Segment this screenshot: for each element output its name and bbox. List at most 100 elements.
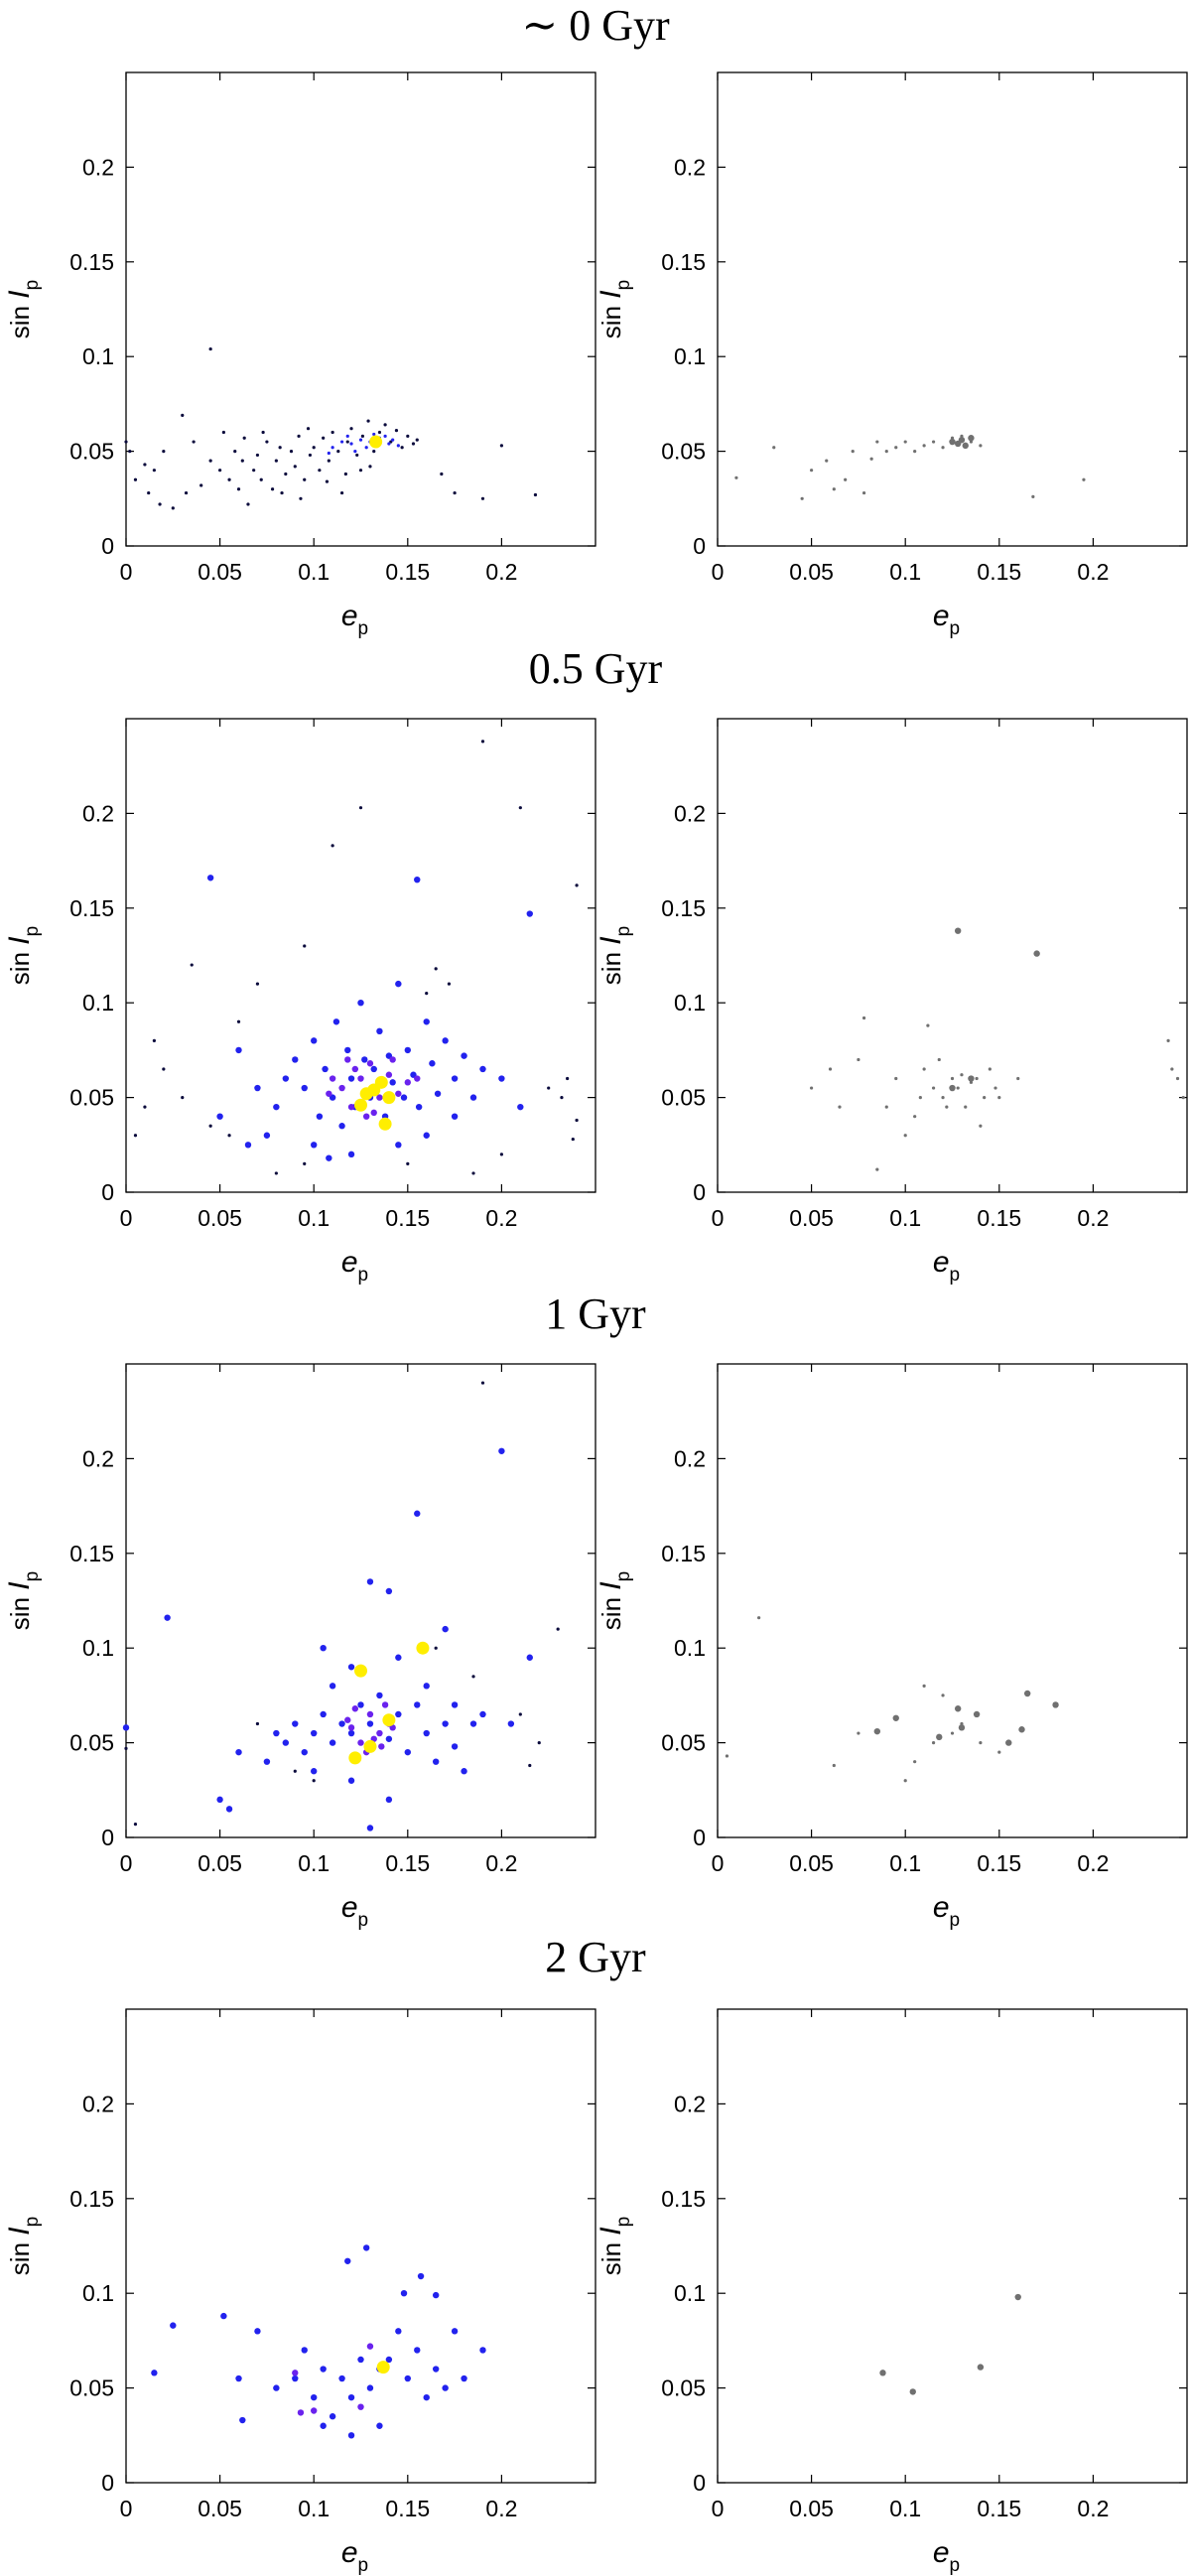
data-point [355,453,359,458]
data-point [345,434,349,438]
data-point [400,446,404,450]
data-point [533,492,538,497]
y-axis-label: sin Ip [3,2217,43,2275]
data-point [451,1701,459,1708]
data-point [913,450,917,454]
data-point [394,429,399,433]
data-point [326,1090,332,1097]
y-tick-label: 0.2 [674,154,706,180]
data-point [192,440,196,444]
x-tick-label: 0 [712,559,725,585]
data-point [152,1038,156,1042]
data-point [358,438,363,442]
y-tick-label: 0.2 [82,800,114,826]
data-point [414,876,421,883]
data-point [383,423,387,427]
data-point [977,2364,985,2371]
data-point [423,1132,430,1139]
data-point [575,883,579,887]
data-point [498,1447,505,1454]
data-point [320,1710,327,1718]
data-point [442,1720,449,1727]
data-point [347,1664,355,1671]
data-point [311,2407,318,2414]
data-point [301,1748,308,1756]
data-point [396,444,400,448]
x-tick-label: 0.1 [298,2496,330,2521]
data-point [861,490,866,495]
data-point [442,1037,449,1044]
x-axis-label: ep [341,1891,368,1931]
data-point [406,434,410,438]
data-point [931,1741,936,1745]
data-point [945,1105,949,1109]
data-point [170,2322,177,2329]
data-point [320,2422,327,2429]
data-point [560,1096,564,1100]
data-point [254,2328,261,2335]
x-tick-label: 0.05 [198,2496,242,2521]
data-point [329,2413,336,2420]
y-tick-label: 0.15 [661,1541,706,1566]
data-point [143,463,147,467]
data-point [124,440,128,444]
x-tick-label: 0.05 [198,559,242,585]
data-point [571,1137,575,1142]
data-point [368,465,372,469]
data-point [239,2416,246,2424]
data-point [471,1675,475,1679]
data-point [499,444,503,448]
scatter-panel-row4-right: 0 0.05 0.1 0.15 0.2 0 0.05 0.1 0.15 0.2 ep sin Ip [595,2008,1188,2576]
plot-frame [717,718,1188,1193]
x-tick-label: 0.15 [977,1850,1021,1876]
data-point [962,442,969,450]
data-point [236,1019,241,1023]
data-point [950,1076,955,1081]
data-point [338,1720,345,1727]
data-point [274,1171,278,1175]
data-point [331,844,334,848]
data-point [391,438,395,442]
x-tick-label: 0.1 [889,559,921,585]
data-point [220,2312,227,2320]
data-point [348,1751,362,1765]
data-point [343,472,347,476]
data-point [937,1057,941,1062]
data-point [385,1796,393,1804]
y-tick-label: 0.05 [69,2375,114,2401]
y-axis-label: sin Ip [3,280,43,339]
data-point [1018,1726,1025,1733]
data-point [312,446,316,450]
data-point [311,2393,318,2401]
data-point [376,2422,383,2429]
data-point [354,1664,367,1678]
data-point [894,446,898,450]
data-point [432,2291,440,2299]
data-point [347,1729,355,1737]
data-point [347,1103,355,1111]
data-point [949,1084,956,1092]
data-point [280,490,284,495]
data-point [993,1086,997,1090]
y-tick-label: 0.1 [674,343,706,369]
x-tick-label: 0.15 [977,2496,1021,2521]
data-point [931,440,936,444]
data-point [416,1641,430,1655]
y-tick-label: 0.05 [661,439,706,465]
data-point [316,1113,324,1120]
data-point [171,506,175,510]
data-point [725,1754,729,1758]
data-point [479,1710,486,1718]
data-point [259,477,263,481]
data-point [404,2374,411,2382]
y-axis-label: sin Ip [595,280,634,339]
data-point [423,1018,430,1025]
y-tick-label: 0.2 [82,2091,114,2116]
data-point [265,440,269,444]
data-point [960,1073,964,1077]
data-point [382,1713,396,1727]
data-point [318,469,322,473]
x-tick-label: 0 [712,1205,725,1231]
data-point [941,1694,945,1697]
plot-frame [125,71,596,547]
